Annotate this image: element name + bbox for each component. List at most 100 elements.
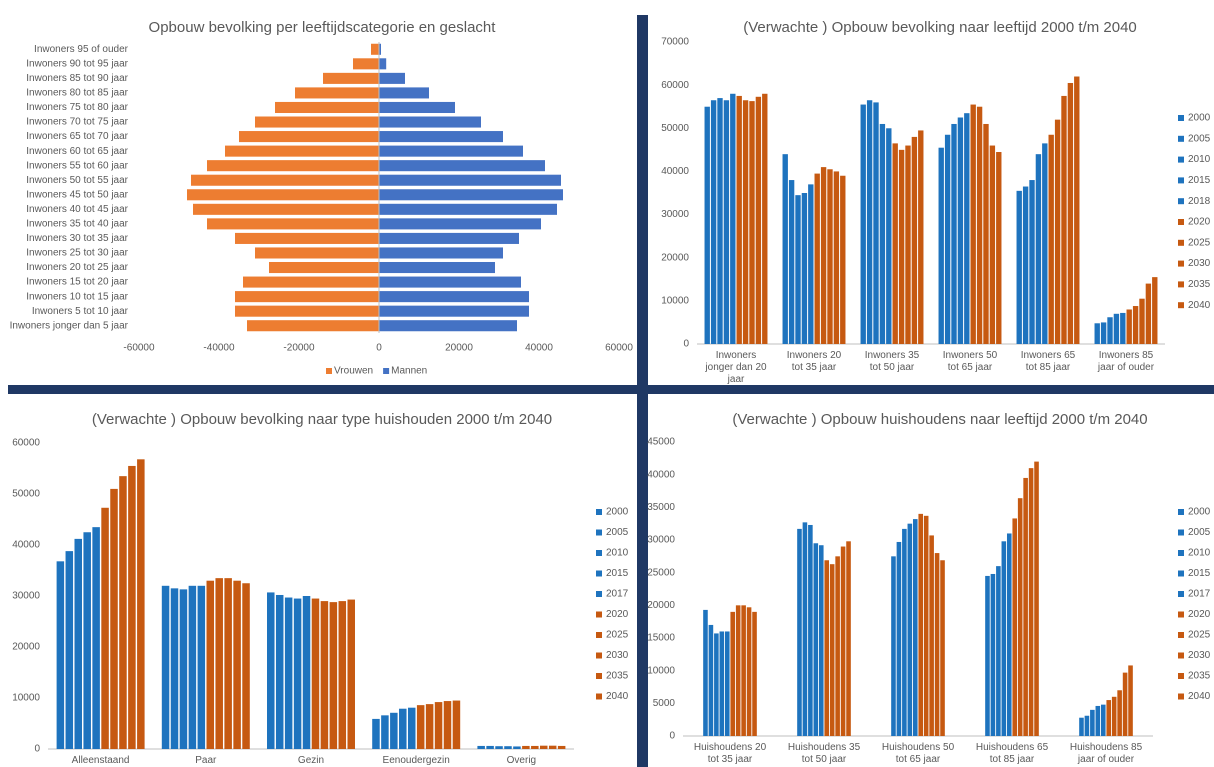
bar xyxy=(215,578,223,749)
bar xyxy=(951,123,957,344)
bar xyxy=(983,123,989,344)
y-tick-label: 30000 xyxy=(12,591,40,602)
bar xyxy=(381,715,389,749)
bar xyxy=(724,631,730,736)
bar xyxy=(989,145,996,344)
bar xyxy=(788,180,795,344)
y-tick-label: 60000 xyxy=(12,438,40,449)
y-tick-label: Inwoners 80 tot 85 jaar xyxy=(26,88,128,99)
bar xyxy=(119,476,127,749)
bar xyxy=(179,589,188,749)
y-tick-label: 50000 xyxy=(661,123,689,134)
y-tick-label: 20000 xyxy=(12,642,40,653)
bar xyxy=(311,598,320,749)
bar xyxy=(846,541,851,736)
bar xyxy=(892,143,898,344)
bar xyxy=(235,305,379,317)
legend-swatch xyxy=(596,570,602,577)
bar xyxy=(399,708,407,749)
x-tick-label: Alleenstaand xyxy=(71,755,130,766)
bar xyxy=(110,488,118,749)
bar xyxy=(1048,134,1054,344)
bar xyxy=(486,745,494,749)
bar xyxy=(495,746,503,749)
bar xyxy=(513,746,521,749)
bar xyxy=(1012,518,1018,736)
bar xyxy=(137,459,145,749)
bar xyxy=(886,128,892,344)
y-tick-label: 30000 xyxy=(647,535,675,546)
legend-swatch xyxy=(596,509,602,515)
bar xyxy=(504,746,512,749)
bar xyxy=(293,598,302,749)
bar xyxy=(379,291,529,303)
bar xyxy=(829,564,835,736)
legend-swatch xyxy=(1178,198,1184,205)
bar xyxy=(741,605,746,736)
bar xyxy=(762,93,768,345)
legend-swatch xyxy=(1178,219,1184,225)
bar xyxy=(320,601,329,749)
bar xyxy=(1145,283,1152,344)
legend-label: 2015 xyxy=(606,568,629,579)
bar xyxy=(918,513,924,736)
legend-swatch xyxy=(1178,156,1184,163)
bar xyxy=(813,543,819,736)
bar xyxy=(128,465,136,749)
bar xyxy=(814,173,820,344)
bar xyxy=(808,524,813,736)
legend-label: 2010 xyxy=(606,548,629,559)
bar xyxy=(379,305,529,317)
bar xyxy=(795,195,801,344)
bar xyxy=(944,134,951,344)
bar xyxy=(730,611,736,736)
bar xyxy=(801,193,808,344)
bar xyxy=(379,116,481,128)
legend-label: 2015 xyxy=(1188,175,1211,186)
legend-label: 2020 xyxy=(1188,217,1211,228)
bar xyxy=(379,174,561,186)
y-tick-label: 0 xyxy=(669,731,675,742)
y-tick-label: 10000 xyxy=(12,693,40,704)
bar xyxy=(1084,715,1090,736)
y-tick-label: 0 xyxy=(683,339,689,350)
legend-swatch xyxy=(1178,632,1184,638)
bar xyxy=(379,72,405,84)
bar xyxy=(911,136,918,344)
bar xyxy=(782,154,788,344)
bar xyxy=(866,100,873,344)
bar xyxy=(710,100,717,344)
legend-swatch xyxy=(1178,591,1184,597)
bar xyxy=(1152,277,1158,344)
bar xyxy=(918,130,924,344)
x-tick-label: 0 xyxy=(376,343,382,354)
bar xyxy=(353,58,379,70)
y-tick-label: Inwoners 75 tot 80 jaar xyxy=(26,102,128,113)
bar xyxy=(197,585,206,749)
legend-label: 2040 xyxy=(1188,300,1211,311)
legend-swatch xyxy=(1178,302,1184,309)
bar xyxy=(1079,717,1084,736)
bar xyxy=(1100,704,1106,736)
bar xyxy=(746,607,752,736)
legend-swatch xyxy=(1178,135,1184,142)
bar xyxy=(379,160,545,172)
bar xyxy=(896,541,902,736)
legend-swatch xyxy=(596,591,602,597)
bar xyxy=(1029,180,1035,344)
legend-swatch xyxy=(596,673,602,679)
bar xyxy=(996,566,1001,736)
y-tick-label: Inwoners jonger dan 5 jaar xyxy=(10,320,129,331)
bar xyxy=(1016,190,1022,344)
legend-label: 2020 xyxy=(606,609,629,620)
bar xyxy=(224,578,232,749)
bar xyxy=(275,594,284,749)
bar xyxy=(379,218,541,230)
x-tick-label: -60000 xyxy=(123,343,155,354)
bar xyxy=(295,87,379,99)
legend-label: 2035 xyxy=(606,671,629,682)
bar xyxy=(736,95,742,344)
bar xyxy=(879,123,886,344)
bar xyxy=(407,707,416,749)
bar xyxy=(938,147,944,344)
